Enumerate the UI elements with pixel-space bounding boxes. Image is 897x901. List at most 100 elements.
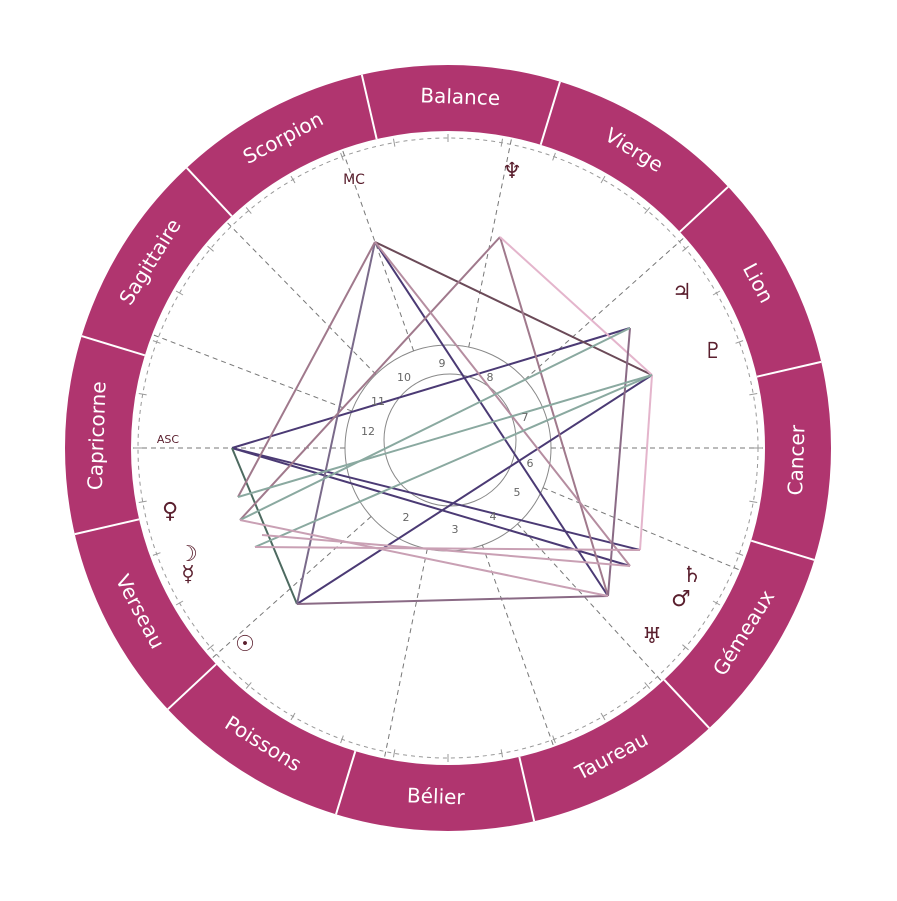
- planet-glyph: ♄: [682, 563, 702, 588]
- degree-tick: [682, 644, 689, 651]
- house-cusp: [383, 548, 428, 760]
- aspect-line: [237, 241, 376, 498]
- sign-divider: [539, 81, 561, 146]
- degree-tick: [500, 138, 504, 147]
- sign-divider: [518, 756, 536, 822]
- degree-tick: [340, 152, 344, 161]
- house-cusps: [130, 136, 766, 760]
- sign-label: Capricorne: [83, 381, 111, 491]
- house-number: 3: [452, 523, 459, 536]
- planet-glyph: ♆: [502, 159, 522, 184]
- aspect-lines: [231, 236, 653, 605]
- aspect-line: [231, 447, 641, 551]
- aspect-line: [607, 327, 631, 597]
- aspect-line: [639, 374, 653, 551]
- degree-tick: [175, 600, 184, 606]
- degree-tick: [245, 682, 252, 689]
- sign-divider: [360, 74, 378, 140]
- degree-tick: [749, 500, 758, 504]
- planet-glyph: ♂: [671, 587, 691, 612]
- sign-divider: [750, 539, 815, 561]
- aspect-line: [254, 546, 641, 551]
- planet-glyph: ♇: [703, 339, 723, 364]
- aspect-line: [261, 534, 631, 567]
- house-number: 4: [490, 510, 497, 523]
- aspect-line: [374, 241, 653, 376]
- house-cusp: [225, 220, 377, 375]
- sign-label: Balance: [420, 83, 501, 110]
- planet-glyph: ♃: [672, 280, 692, 305]
- sign-divider: [81, 335, 146, 357]
- inner-circle: [137, 137, 759, 759]
- sign-divider: [167, 663, 217, 710]
- degree-tick: [290, 175, 296, 184]
- aspect-line: [296, 241, 376, 605]
- house-number: 2: [403, 511, 410, 524]
- sign-divider: [756, 360, 822, 378]
- degree-tick: [175, 290, 184, 296]
- house-number: 5: [514, 486, 521, 499]
- planet-glyph: ♅: [642, 624, 662, 649]
- degree-tick: [152, 552, 161, 556]
- house-cusp: [481, 544, 555, 748]
- degree-tick: [749, 392, 758, 396]
- aspect-line: [374, 241, 609, 597]
- planet-glyph: ☽: [178, 542, 198, 567]
- sign-label: Cancer: [783, 424, 809, 496]
- degree-tick: [735, 340, 744, 344]
- aspect-line: [239, 327, 631, 521]
- aspect-line: [296, 595, 609, 605]
- degree-tick: [552, 152, 556, 161]
- house-number: 6: [527, 457, 534, 470]
- aspect-line: [374, 241, 631, 567]
- mc-label: MC: [343, 172, 365, 188]
- house-number: 11: [371, 395, 385, 408]
- planet-glyph: ☿: [181, 562, 195, 587]
- sign-divider: [335, 750, 357, 815]
- house-cusp: [150, 333, 353, 412]
- sign-label: Bélier: [407, 783, 466, 809]
- house-number: 12: [361, 425, 375, 438]
- aspect-line: [231, 327, 631, 449]
- degree-tick: [340, 735, 344, 744]
- degree-tick: [500, 749, 504, 758]
- degree-tick: [712, 290, 721, 296]
- aspect-line: [254, 374, 653, 548]
- aspect-line: [237, 374, 653, 498]
- planet-glyph: ☉: [235, 632, 255, 657]
- house-number: 10: [397, 371, 411, 384]
- degree-tick: [735, 552, 744, 556]
- degree-tick: [600, 175, 606, 184]
- degree-tick: [712, 600, 721, 606]
- house-number: 8: [487, 371, 494, 384]
- degree-tick: [245, 207, 252, 214]
- house-cusp: [524, 236, 686, 380]
- degree-tick: [644, 682, 651, 689]
- degree-tick: [392, 138, 396, 147]
- degree-tick: [138, 392, 147, 396]
- aspect-line: [239, 519, 609, 597]
- sign-divider: [663, 679, 710, 729]
- degree-tick: [152, 340, 161, 344]
- degree-tick: [290, 712, 296, 721]
- degree-tick: [552, 735, 556, 744]
- degree-tick: [682, 245, 689, 252]
- degree-tick: [644, 207, 651, 214]
- degree-tick: [207, 644, 214, 651]
- asc-label: ASC: [157, 433, 180, 446]
- sign-divider: [679, 186, 729, 233]
- degree-tick: [207, 245, 214, 252]
- aspect-line: [239, 236, 501, 521]
- sign-divider: [186, 167, 233, 217]
- degree-tick: [600, 712, 606, 721]
- house-number: 9: [439, 357, 446, 370]
- aspect-line: [499, 236, 653, 376]
- planet-glyph: ♀: [162, 499, 178, 524]
- aspect-line: [231, 447, 631, 567]
- degree-tick: [138, 500, 147, 504]
- sign-divider: [74, 518, 140, 536]
- aspect-line: [296, 374, 653, 605]
- zodiac-ring: [65, 65, 831, 831]
- house-number: 7: [522, 411, 529, 424]
